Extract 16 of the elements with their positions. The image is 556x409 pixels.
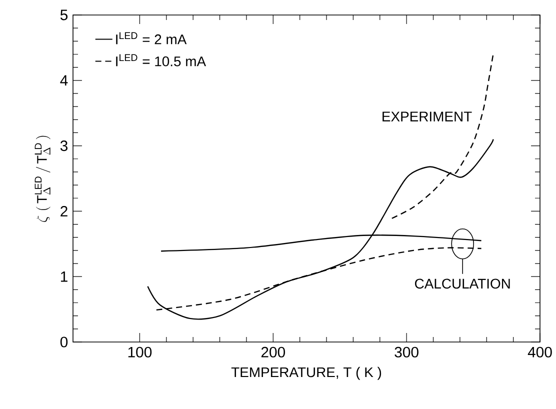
y-tick-label: 1	[60, 271, 68, 282]
y-axis-title: $\zeta\ (\,\mathrm{T}_{\Delta}^{\mathrm{LED}}\,/\,\mathrm{T}_{\Delta}^{\mathrm{LD}}\,)$	[34, 136, 50, 222]
x-tick-label: 200	[261, 346, 286, 358]
x-axis-title: TEMPERATURE, T ( K )	[231, 366, 382, 380]
y-tick-label: 3	[60, 140, 68, 152]
y-tick-label: 5	[60, 10, 68, 20]
y-tick-label: 4	[60, 75, 68, 86]
legend-label: I$^{LED}$ = 2 mA	[116, 32, 187, 44]
x-tick-label: 300	[394, 346, 418, 358]
y-tick-label: 2	[60, 206, 68, 216]
y-tick-label: 0	[60, 336, 68, 348]
legend-label: I$^{LED}$ = 10.5 mA	[116, 54, 206, 66]
x-tick-label: 400	[528, 346, 552, 358]
x-tick-label: 100	[128, 346, 152, 358]
annotation: CALCULATION	[415, 278, 510, 289]
annotation: EXPERIMENT	[382, 112, 472, 122]
